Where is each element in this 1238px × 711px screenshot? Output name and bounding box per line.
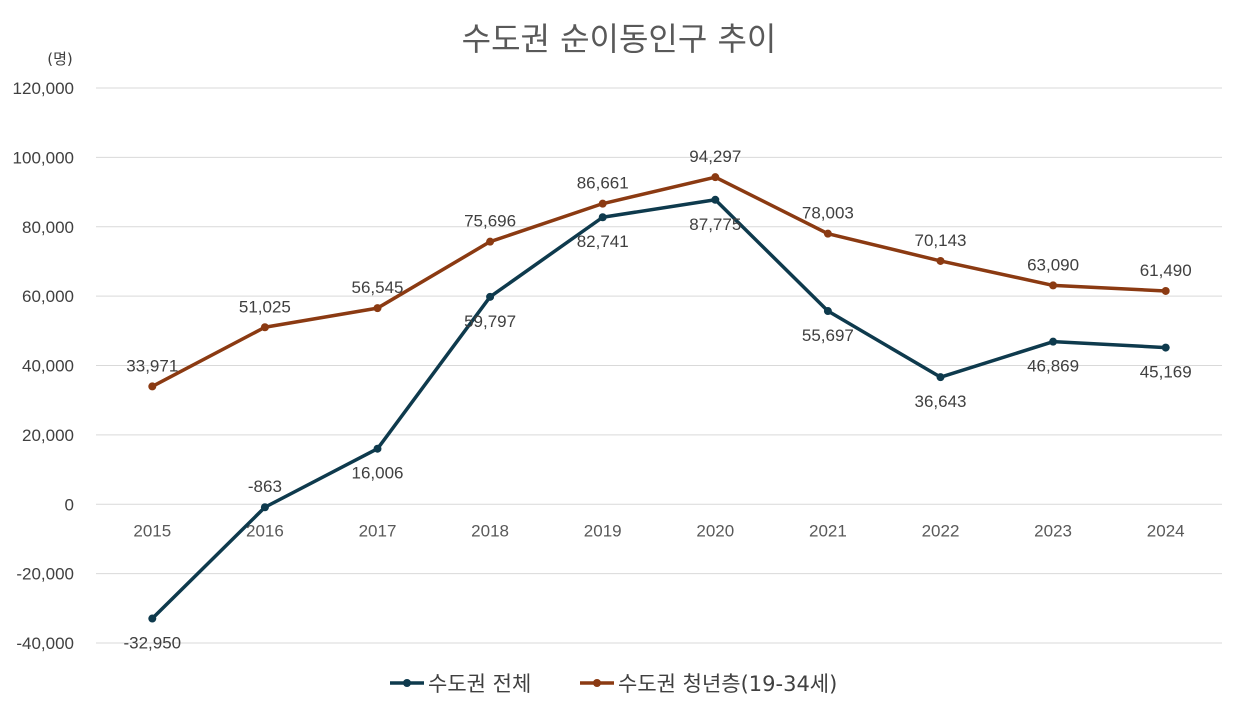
y-tick-label: 120,000 bbox=[13, 79, 74, 98]
x-tick-label: 2019 bbox=[584, 521, 622, 540]
data-point bbox=[1049, 337, 1058, 346]
data-label: 51,025 bbox=[239, 297, 291, 316]
data-label: -863 bbox=[248, 477, 282, 496]
data-label: 33,971 bbox=[126, 356, 178, 375]
legend-marker-2 bbox=[593, 679, 601, 687]
data-point bbox=[598, 199, 607, 208]
data-label: 82,741 bbox=[577, 232, 629, 251]
x-axis-ticks: 2015 2016 2017 2018 2019 2020 2021 2022 2023 2024 bbox=[133, 521, 1184, 540]
data-point bbox=[373, 304, 382, 313]
x-tick-label: 2020 bbox=[696, 521, 734, 540]
series-lines bbox=[148, 173, 1170, 623]
data-point bbox=[598, 213, 607, 222]
legend: 수도권 전체 수도권 청년층(19-34세) bbox=[390, 672, 837, 696]
series-line-1 bbox=[150, 198, 1168, 621]
x-tick-label: 2024 bbox=[1147, 521, 1185, 540]
data-point bbox=[148, 382, 157, 391]
data-label: 46,869 bbox=[1027, 357, 1079, 376]
x-tick-label: 2018 bbox=[471, 521, 509, 540]
legend-marker-1 bbox=[403, 679, 411, 687]
data-point bbox=[711, 173, 720, 182]
data-label: 55,697 bbox=[802, 326, 854, 345]
data-label: 63,090 bbox=[1027, 255, 1079, 274]
y-tick-label: 40,000 bbox=[22, 357, 74, 376]
data-label: 78,003 bbox=[802, 204, 854, 223]
data-label: -32,950 bbox=[123, 634, 181, 653]
data-point bbox=[711, 195, 720, 204]
legend-label-2: 수도권 청년층(19-34세) bbox=[618, 672, 837, 696]
data-point bbox=[148, 614, 157, 623]
y-tick-label: -20,000 bbox=[16, 565, 74, 584]
x-tick-label: 2015 bbox=[133, 521, 171, 540]
y-tick-label: 0 bbox=[65, 495, 74, 514]
data-point bbox=[823, 307, 832, 316]
gridlines bbox=[96, 87, 1222, 644]
x-tick-label: 2022 bbox=[922, 521, 960, 540]
data-label: 61,490 bbox=[1140, 261, 1192, 280]
data-labels: -32,950 -863 16,006 59,797 82,741 87,775 55,69… bbox=[123, 147, 1191, 652]
data-label: 70,143 bbox=[915, 231, 967, 250]
data-point bbox=[1049, 281, 1058, 290]
x-tick-label: 2017 bbox=[359, 521, 397, 540]
data-point bbox=[486, 292, 495, 301]
y-tick-label: 60,000 bbox=[22, 287, 74, 306]
series-line-2 bbox=[150, 175, 1168, 389]
y-tick-label: 20,000 bbox=[22, 426, 74, 445]
data-label: 86,661 bbox=[577, 174, 629, 193]
y-axis-unit-label: (명) bbox=[47, 50, 73, 68]
data-point bbox=[260, 323, 269, 332]
data-point bbox=[486, 237, 495, 246]
data-label: 56,545 bbox=[352, 278, 404, 297]
data-label: 36,643 bbox=[915, 392, 967, 411]
data-point bbox=[1161, 343, 1170, 352]
data-label: 75,696 bbox=[464, 212, 516, 231]
data-label: 87,775 bbox=[689, 215, 741, 234]
data-point bbox=[260, 503, 269, 512]
x-tick-label: 2016 bbox=[246, 521, 284, 540]
y-tick-label: 80,000 bbox=[22, 218, 74, 237]
legend-label-1: 수도권 전체 bbox=[428, 672, 531, 696]
x-tick-label: 2023 bbox=[1034, 521, 1072, 540]
data-label: 94,297 bbox=[689, 147, 741, 166]
x-tick-label: 2021 bbox=[809, 521, 847, 540]
y-axis-ticks: 120,000 100,000 80,000 60,000 40,000 20,000 0 -… bbox=[13, 79, 74, 653]
data-point bbox=[823, 229, 832, 238]
data-point bbox=[373, 444, 382, 453]
data-label: 16,006 bbox=[352, 464, 404, 483]
y-tick-label: 100,000 bbox=[13, 148, 74, 167]
data-point bbox=[1161, 286, 1170, 295]
data-point bbox=[936, 373, 945, 382]
data-label: 59,797 bbox=[464, 312, 516, 331]
chart-title: 수도권 순이동인구 추이 bbox=[462, 20, 777, 58]
data-label: 45,169 bbox=[1140, 363, 1192, 382]
y-tick-label: -40,000 bbox=[16, 634, 74, 653]
data-point bbox=[936, 256, 945, 265]
